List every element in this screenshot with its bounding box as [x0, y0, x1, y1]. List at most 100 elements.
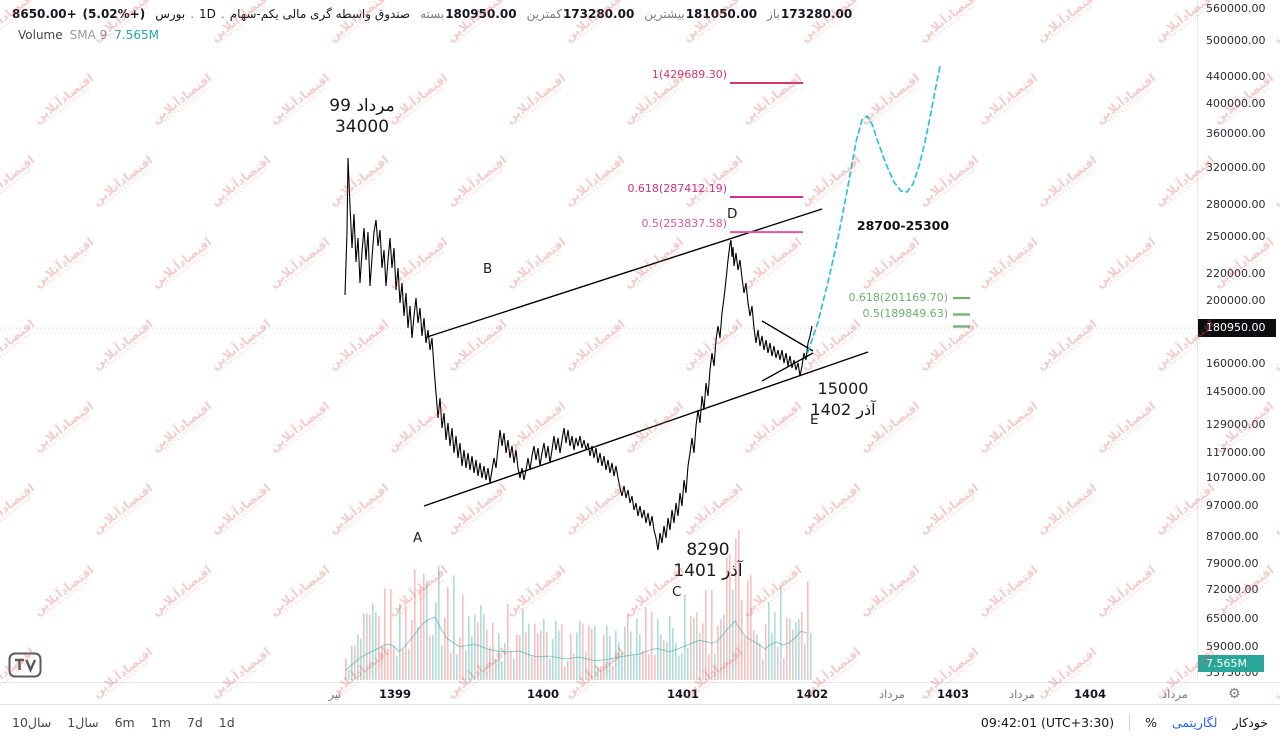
range-button[interactable]: 1m [150, 715, 171, 730]
price-tick: 200000.00 [1206, 293, 1266, 307]
volume-bar [702, 623, 704, 680]
time-tick: 1401 [666, 687, 700, 701]
range-button[interactable]: 7d [186, 715, 203, 730]
trend-line[interactable] [426, 208, 823, 338]
volume-bar [726, 557, 728, 680]
volume-bar [516, 634, 518, 680]
time-axis[interactable]: ⚙ تیر 1399 1400 1401 1402 مرداد 1403 مرداد 1404 م… [0, 682, 1280, 705]
volume-bar [672, 627, 674, 680]
time-tick: مرداد [879, 687, 905, 701]
volume-bar [708, 654, 710, 680]
volume-bar [810, 632, 812, 680]
chart-canvas[interactable] [0, 0, 1197, 682]
ohlc-value: 180950.00 [445, 7, 517, 21]
price-tick: 72000.00 [1206, 583, 1259, 597]
volume-bar [441, 644, 443, 680]
symbol-name[interactable]: صندوق واسطه گری مالی یکم-سهام [229, 7, 411, 21]
bottom-toolbar: 10سال 1سال 6m 1m 7d 1d 09:42:01 (UTC+3:30) % … [0, 704, 1280, 740]
time-tick: مرداد [1009, 687, 1035, 701]
volume-bar [777, 646, 779, 680]
price-tick: 145000.00 [1206, 384, 1266, 398]
volume-indicator-row[interactable]: Volume SMA 9 7.565M [18, 28, 159, 42]
volume-bar [627, 614, 629, 680]
volume-bar [753, 630, 755, 680]
range-button[interactable]: 1سال [67, 715, 99, 730]
volume-bar [696, 612, 698, 680]
price-tick: 87000.00 [1206, 529, 1259, 543]
percent-scale-button[interactable]: % [1145, 715, 1157, 730]
clock[interactable]: 09:42:01 (UTC+3:30) [980, 715, 1115, 730]
timeframe-label[interactable]: 1D [199, 7, 216, 21]
volume-bar [735, 538, 737, 680]
volume-bar [651, 612, 653, 680]
projection-path[interactable] [807, 65, 941, 353]
volume-bar [804, 644, 806, 680]
volume-bar [732, 589, 734, 680]
price-tick: 107000.00 [1206, 470, 1266, 484]
time-tick: تیر [328, 687, 342, 701]
price-tick: 220000.00 [1206, 266, 1266, 280]
volume-bar [591, 628, 593, 680]
volume-bar [720, 619, 722, 680]
volume-bar [480, 605, 482, 680]
volume-bar [420, 586, 422, 680]
volume-bar [741, 599, 743, 680]
gear-icon[interactable]: ⚙ [1228, 686, 1241, 702]
volume-bar [684, 594, 686, 680]
volume-bar [612, 666, 614, 680]
price-axis[interactable]: 560000.00 500000.00 440000.00 400000.00 3600… [1197, 0, 1280, 682]
symbol-title-group[interactable]: بورس . 1D . صندوق واسطه گری مالی یکم-سها… [155, 7, 410, 21]
volume-bar [597, 667, 599, 680]
price-series [344, 157, 813, 551]
ohlc-label: باز [767, 7, 780, 21]
volume-bar [363, 613, 365, 680]
volume-bar [594, 626, 596, 680]
tradingview-logo[interactable] [8, 652, 42, 678]
volume-bar [348, 670, 350, 680]
price-tick: 129000.00 [1206, 417, 1266, 431]
volume-bar [450, 652, 452, 680]
trend-line[interactable] [761, 320, 814, 352]
volume-bar [414, 569, 416, 680]
range-button[interactable]: 1d [218, 715, 235, 730]
trend-line[interactable] [761, 352, 814, 382]
volume-bar [765, 623, 767, 680]
ohlc-value: 173280.00 [562, 7, 635, 21]
ohlc-value: 173280.00 [780, 7, 853, 21]
volume-bar [384, 588, 386, 680]
volume-bar [681, 652, 683, 680]
indicator-value: 7.565M [114, 28, 159, 42]
volume-bar [474, 614, 476, 680]
volume-bar [504, 643, 506, 680]
volume-bar [645, 607, 647, 680]
change-abs: +8650.00 [12, 7, 77, 21]
range-button[interactable]: 10سال [12, 715, 52, 730]
volume-bar [411, 619, 413, 680]
volume-bar [621, 652, 623, 680]
volume-bar [372, 603, 374, 680]
volume-bar [573, 653, 575, 680]
volume-bar [687, 647, 689, 680]
volume-bar [801, 612, 803, 680]
trend-line[interactable] [423, 351, 869, 507]
range-button[interactable]: 6m [114, 715, 135, 730]
volume-bar [417, 626, 419, 680]
symbol-legend: +8650.00 (+5.02%) بورس . 1D . صندوق واسط… [12, 7, 852, 21]
volume-bar [729, 553, 731, 680]
volume-bar [345, 658, 347, 680]
volume-bar [615, 630, 617, 680]
volume-bar [468, 616, 470, 680]
indicator-name: Volume [18, 28, 63, 42]
log-scale-button[interactable]: لگاریتمی [1172, 715, 1218, 730]
volume-bar [399, 603, 401, 680]
change-values: +8650.00 (+5.02%) [12, 7, 145, 21]
volume-bar [654, 654, 656, 680]
volume-bar [606, 625, 608, 680]
volume-bar [750, 574, 752, 680]
volume-bar [543, 618, 545, 680]
volume-bar [648, 654, 650, 680]
volume-bar [519, 635, 521, 680]
auto-scale-button[interactable]: خودکار [1232, 715, 1268, 730]
volume-bar [360, 638, 362, 680]
